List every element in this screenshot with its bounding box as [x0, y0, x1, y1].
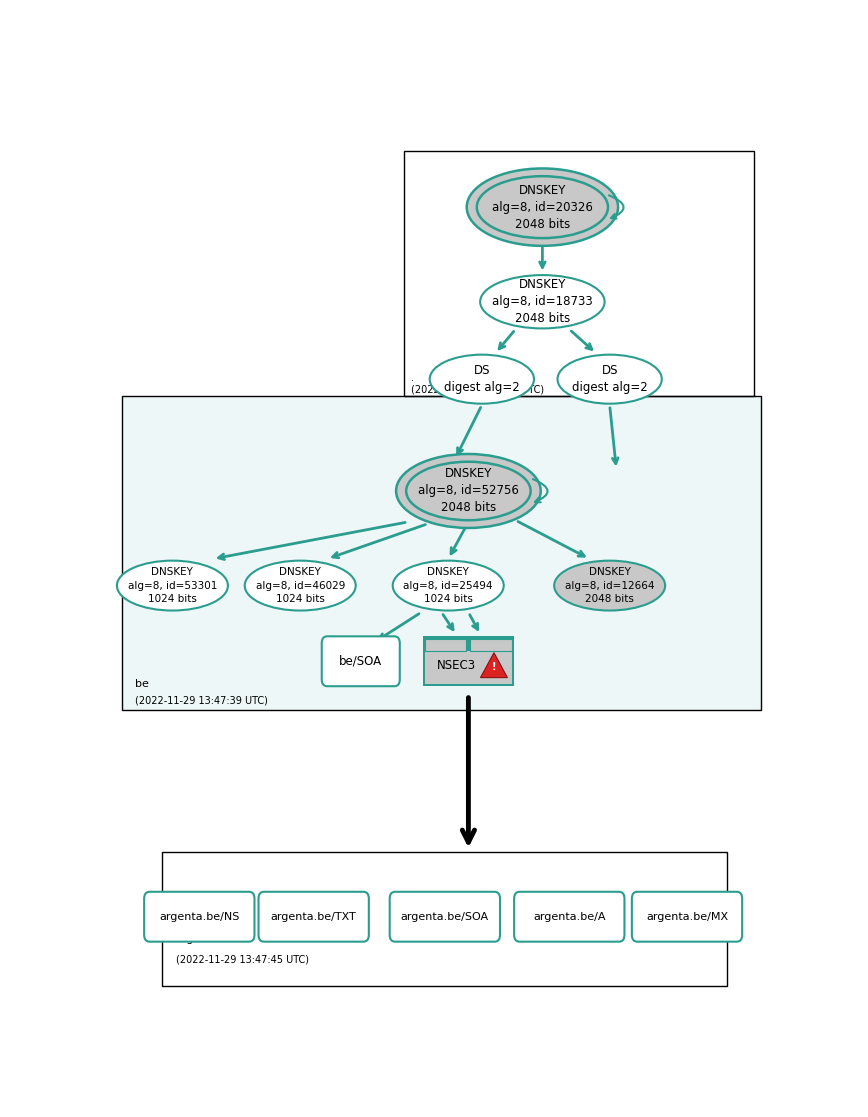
Text: argenta.be/A: argenta.be/A — [533, 911, 606, 922]
Bar — [466, 639, 470, 651]
Text: argenta.be/TXT: argenta.be/TXT — [271, 911, 357, 922]
Ellipse shape — [554, 561, 665, 611]
Text: argenta.be: argenta.be — [175, 934, 237, 944]
Text: !: ! — [491, 662, 496, 672]
Text: be/SOA: be/SOA — [339, 655, 382, 668]
Text: (2022-11-29 12:54:28 UTC): (2022-11-29 12:54:28 UTC) — [411, 384, 544, 394]
Ellipse shape — [396, 454, 541, 528]
Text: DS
digest alg=2: DS digest alg=2 — [444, 364, 520, 394]
Ellipse shape — [477, 176, 608, 238]
Text: argenta.be/SOA: argenta.be/SOA — [401, 911, 489, 922]
Ellipse shape — [406, 461, 530, 521]
FancyBboxPatch shape — [632, 891, 742, 942]
Text: DNSKEY
alg=8, id=46029
1024 bits: DNSKEY alg=8, id=46029 1024 bits — [255, 567, 345, 604]
Bar — [470, 639, 512, 651]
Ellipse shape — [467, 169, 618, 246]
Bar — [425, 639, 512, 684]
Ellipse shape — [430, 355, 534, 403]
FancyBboxPatch shape — [390, 891, 500, 942]
Text: be: be — [135, 679, 149, 689]
Ellipse shape — [480, 275, 605, 328]
Text: (2022-11-29 13:47:45 UTC): (2022-11-29 13:47:45 UTC) — [175, 954, 309, 964]
Text: DNSKEY
alg=8, id=25494
1024 bits: DNSKEY alg=8, id=25494 1024 bits — [404, 567, 493, 604]
Ellipse shape — [557, 355, 661, 403]
Text: DNSKEY
alg=8, id=12664
2048 bits: DNSKEY alg=8, id=12664 2048 bits — [565, 567, 654, 604]
Ellipse shape — [245, 561, 356, 611]
FancyBboxPatch shape — [322, 637, 400, 686]
Text: DS
digest alg=2: DS digest alg=2 — [572, 364, 648, 394]
Text: DNSKEY
alg=8, id=18733
2048 bits: DNSKEY alg=8, id=18733 2048 bits — [492, 278, 593, 325]
FancyBboxPatch shape — [144, 891, 254, 942]
Ellipse shape — [392, 561, 503, 611]
Bar — [122, 397, 761, 710]
Text: (2022-11-29 13:47:39 UTC): (2022-11-29 13:47:39 UTC) — [135, 696, 268, 706]
FancyBboxPatch shape — [259, 891, 369, 942]
Ellipse shape — [117, 561, 228, 611]
Bar — [423, 637, 514, 686]
Polygon shape — [481, 652, 508, 678]
Text: argenta.be/MX: argenta.be/MX — [646, 911, 728, 922]
Text: .: . — [411, 373, 414, 383]
FancyArrowPatch shape — [608, 195, 623, 219]
Bar — [425, 639, 466, 651]
FancyArrowPatch shape — [533, 479, 548, 503]
Text: DNSKEY
alg=8, id=53301
1024 bits: DNSKEY alg=8, id=53301 1024 bits — [128, 567, 217, 604]
Text: DNSKEY
alg=8, id=52756
2048 bits: DNSKEY alg=8, id=52756 2048 bits — [418, 468, 519, 515]
Bar — [404, 151, 754, 397]
Text: argenta.be/NS: argenta.be/NS — [159, 911, 240, 922]
FancyBboxPatch shape — [514, 891, 624, 942]
Text: DNSKEY
alg=8, id=20326
2048 bits: DNSKEY alg=8, id=20326 2048 bits — [492, 183, 593, 230]
Bar — [162, 852, 727, 985]
Text: NSEC3: NSEC3 — [437, 659, 476, 672]
